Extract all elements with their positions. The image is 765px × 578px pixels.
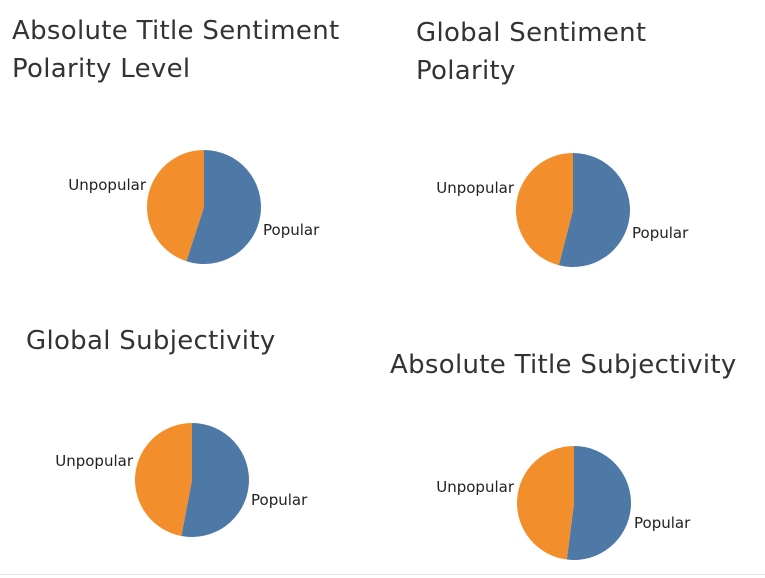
bottom-divider [0, 574, 765, 575]
chart-title-line: Polarity Level [12, 54, 191, 84]
pie-slice-unpopular[interactable] [517, 445, 574, 560]
pie-slice-unpopular[interactable] [516, 153, 573, 266]
slice-label-popular: Popular [263, 221, 320, 239]
chart-title-line: Absolute Title Sentiment [12, 16, 340, 46]
slice-label-unpopular: Unpopular [55, 452, 134, 470]
pie-slice-popular[interactable] [558, 153, 630, 267]
slice-label-unpopular: Unpopular [68, 176, 147, 194]
slice-label-unpopular: Unpopular [436, 478, 515, 496]
pie-slice-popular[interactable] [566, 446, 632, 560]
chart-title-global-subjectivity: Global Subjectivity [26, 322, 276, 360]
chart-title-absolute-title-sentiment-polarity-level: Absolute Title Sentiment Polarity Level [12, 12, 339, 88]
chart-title-line: Global Sentiment [416, 18, 647, 48]
chart-title-absolute-title-subjectivity: Absolute Title Subjectivity [390, 346, 737, 384]
pie-slice-unpopular[interactable] [135, 423, 192, 536]
chart-title-line: Polarity [416, 56, 516, 86]
slice-label-popular: Popular [251, 491, 308, 509]
chart-title-global-sentiment-polarity: Global Sentiment Polarity [416, 14, 646, 90]
pie-slice-popular[interactable] [181, 423, 250, 537]
slice-label-popular: Popular [632, 224, 689, 242]
pie-slice-unpopular[interactable] [146, 150, 204, 262]
slice-label-unpopular: Unpopular [436, 179, 515, 197]
pie-slice-popular[interactable] [186, 150, 261, 264]
slice-label-popular: Popular [634, 514, 691, 532]
chart-title-line: Global Subjectivity [26, 326, 276, 356]
chart-title-line: Absolute Title Subjectivity [390, 350, 737, 380]
